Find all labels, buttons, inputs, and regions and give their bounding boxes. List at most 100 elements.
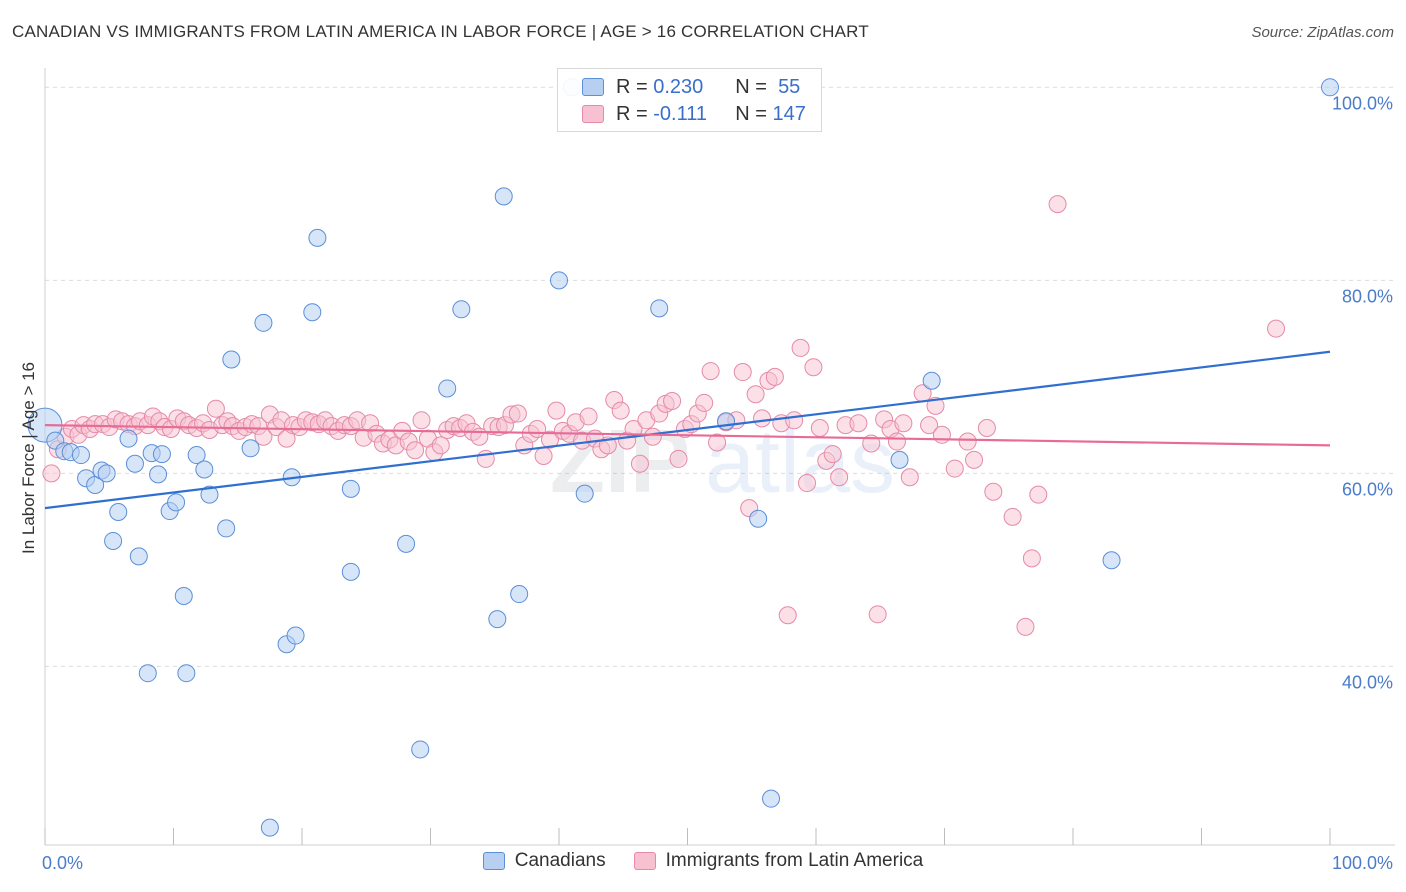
data-point-immigrants bbox=[785, 411, 804, 430]
legend-swatch-blue bbox=[482, 852, 505, 870]
data-point-immigrants bbox=[965, 450, 984, 469]
legend-n-value: 147 bbox=[772, 102, 806, 125]
data-point-canadians bbox=[717, 412, 736, 431]
legend-item-canadians: Canadians bbox=[482, 850, 606, 872]
data-point-immigrants bbox=[630, 454, 649, 473]
legend-r-value: -0.111 bbox=[653, 102, 707, 125]
data-point-immigrants bbox=[1267, 319, 1286, 338]
data-point-canadians bbox=[411, 740, 430, 759]
x-tick-label: 100.0% bbox=[1332, 853, 1393, 873]
grid-lines bbox=[45, 86, 1395, 667]
data-point-immigrants bbox=[541, 430, 560, 449]
data-point-canadians bbox=[200, 485, 219, 504]
data-point-canadians bbox=[452, 300, 471, 319]
data-point-immigrants bbox=[611, 401, 630, 420]
legend-n-value: 55 bbox=[778, 75, 801, 98]
data-point-immigrants bbox=[900, 468, 919, 487]
x-tick-label: 0.0% bbox=[42, 853, 83, 873]
data-point-canadians bbox=[650, 299, 669, 318]
data-point-immigrants bbox=[887, 432, 906, 451]
data-point-canadians bbox=[488, 610, 507, 629]
data-point-canadians bbox=[1102, 551, 1121, 570]
data-point-immigrants bbox=[830, 468, 849, 487]
data-point-canadians bbox=[890, 450, 909, 469]
data-point-canadians bbox=[762, 789, 781, 808]
chart-title: CANADIAN VS IMMIGRANTS FROM LATIN AMERIC… bbox=[12, 22, 869, 41]
legend-label-immigrants: Immigrants from Latin America bbox=[665, 850, 924, 871]
data-point-immigrants bbox=[849, 414, 868, 433]
data-point-immigrants bbox=[945, 459, 964, 478]
data-point-immigrants bbox=[547, 401, 566, 420]
data-point-immigrants bbox=[695, 393, 714, 412]
y-axis-title: In Labor Force | Age > 16 bbox=[19, 362, 38, 554]
data-point-immigrants bbox=[984, 482, 1003, 501]
y-tick-labels: 40.0% 60.0% 80.0% 100.0% bbox=[1332, 93, 1393, 692]
data-point-canadians bbox=[187, 446, 206, 465]
data-point-canadians bbox=[550, 271, 568, 290]
data-point-immigrants bbox=[932, 425, 951, 444]
data-point-immigrants bbox=[894, 414, 913, 433]
trend-line-immigrants bbox=[44, 424, 1331, 447]
data-point-immigrants bbox=[206, 399, 225, 418]
data-point-immigrants bbox=[926, 396, 945, 415]
legend-r-value: 0.230 bbox=[653, 75, 704, 98]
data-point-immigrants bbox=[534, 447, 553, 466]
data-point-canadians bbox=[341, 562, 360, 581]
data-point-canadians bbox=[195, 460, 214, 479]
trend-line-canadians bbox=[44, 350, 1331, 510]
data-point-canadians bbox=[510, 585, 529, 604]
legend-row-immigrants: R = -0.111 N = 147 bbox=[582, 101, 806, 127]
bottom-legend: Canadians Immigrants from Latin America bbox=[0, 850, 1406, 872]
data-point-canadians bbox=[129, 547, 148, 566]
data-point-immigrants bbox=[669, 449, 688, 468]
legend-box: R = 0.230 N = 55 R = -0.111 N = 147 bbox=[557, 68, 822, 132]
data-point-canadians bbox=[152, 445, 171, 464]
legend-r-label: R = bbox=[616, 75, 648, 98]
legend-n-label: N = bbox=[735, 75, 767, 98]
data-point-canadians bbox=[922, 371, 941, 390]
data-point-canadians bbox=[1321, 78, 1339, 97]
data-point-canadians bbox=[303, 303, 322, 322]
x-tick-labels: 0.0% 100.0% bbox=[42, 853, 1393, 873]
data-point-immigrants bbox=[1022, 549, 1041, 568]
data-point-immigrants bbox=[810, 419, 829, 438]
data-point-canadians bbox=[119, 429, 138, 448]
y-tick-label: 100.0% bbox=[1332, 93, 1393, 113]
legend-swatch-pink bbox=[582, 105, 604, 123]
trend-lines bbox=[44, 350, 1331, 510]
legend-r-label: R = bbox=[616, 102, 648, 125]
data-point-canadians bbox=[494, 187, 513, 206]
data-point-immigrants bbox=[708, 433, 727, 452]
data-point-immigrants bbox=[920, 416, 939, 435]
data-point-immigrants bbox=[643, 427, 662, 446]
series-immigrants-points bbox=[42, 195, 1286, 636]
legend-label-canadians: Canadians bbox=[514, 850, 606, 871]
data-point-immigrants bbox=[823, 445, 842, 464]
data-point-immigrants bbox=[42, 464, 61, 483]
data-point-canadians bbox=[438, 379, 457, 398]
data-point-canadians bbox=[174, 586, 193, 605]
data-point-canadians bbox=[125, 454, 144, 473]
data-point-immigrants bbox=[958, 432, 977, 451]
data-point-canadians bbox=[167, 493, 186, 512]
data-point-immigrants bbox=[508, 404, 527, 423]
axes bbox=[44, 68, 1395, 846]
data-point-immigrants bbox=[579, 407, 598, 426]
legend-item-immigrants: Immigrants from Latin America bbox=[633, 850, 924, 872]
data-point-immigrants bbox=[798, 474, 817, 493]
data-point-immigrants bbox=[765, 367, 784, 386]
data-point-canadians bbox=[241, 439, 260, 458]
data-point-canadians bbox=[341, 479, 360, 498]
data-point-immigrants bbox=[1016, 617, 1035, 636]
data-point-immigrants bbox=[778, 606, 797, 625]
data-point-canadians bbox=[575, 484, 594, 503]
data-point-immigrants bbox=[1048, 195, 1067, 214]
data-point-immigrants bbox=[701, 362, 720, 381]
data-point-canadians bbox=[104, 531, 123, 550]
data-point-canadians bbox=[308, 228, 327, 247]
series-canadians-points bbox=[27, 78, 1339, 837]
legend-n-label: N = bbox=[735, 102, 767, 125]
y-tick-label: 80.0% bbox=[1342, 286, 1393, 306]
data-point-immigrants bbox=[733, 363, 752, 382]
